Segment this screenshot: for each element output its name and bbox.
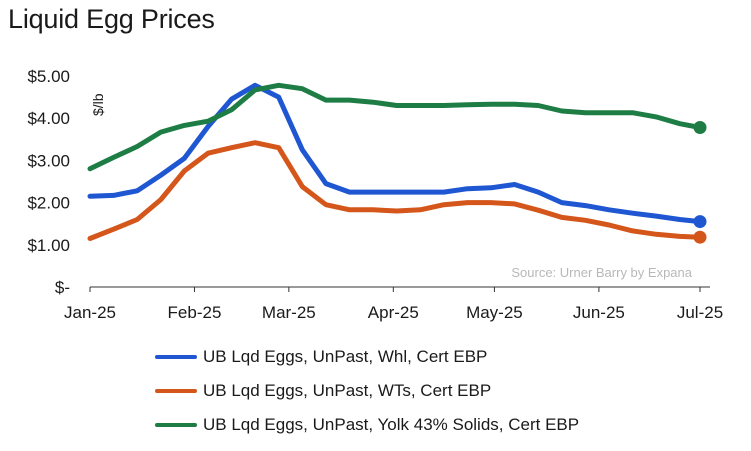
legend-item: UB Lqd Eggs, UnPast, Whl, Cert EBP (155, 340, 579, 374)
x-tick-label: Jun-25 (573, 303, 625, 322)
series-layer (87, 82, 707, 244)
legend-swatch (155, 389, 197, 393)
series-line (87, 82, 703, 225)
legend-item: UB Lqd Eggs, UnPast, WTs, Cert EBP (155, 374, 579, 408)
y-tick-label: $1.00 (27, 236, 70, 255)
y-tick-label: $2.00 (27, 194, 70, 213)
series-end-point (693, 120, 707, 134)
x-tick-label: Jul-25 (677, 303, 723, 322)
x-tick-label: Feb-25 (168, 303, 222, 322)
chart-title: Liquid Egg Prices (8, 4, 215, 34)
y-tick-label: $5.00 (27, 67, 70, 86)
x-axis-ticks: Jan-25 Feb-25 Mar-25 Apr-25 May-25 Jun-25 Jul-… (64, 287, 723, 322)
legend-label: UB Lqd Eggs, UnPast, Whl, Cert EBP (203, 347, 488, 366)
y-tick-label: $3.00 (27, 151, 70, 170)
y-tick-label: $4.00 (27, 109, 70, 128)
x-tick-label: May-25 (466, 303, 523, 322)
x-tick-label: Jan-25 (64, 303, 116, 322)
x-tick-label: Mar-25 (262, 303, 316, 322)
series-end-point (693, 230, 707, 244)
y-axis-label: $/lb (90, 93, 106, 116)
series-end-point (693, 215, 707, 229)
y-axis-ticks: $- $1.00 $2.00 $3.00 $4.00 $5.00 (27, 67, 70, 297)
legend-label: UB Lqd Eggs, UnPast, WTs, Cert EBP (203, 381, 492, 400)
line-chart: $- $1.00 $2.00 $3.00 $4.00 $5.00 Jan-25 Feb-25… (27, 67, 723, 322)
source-note: Source: Urner Barry by Expana (511, 265, 692, 280)
series-line (87, 82, 703, 172)
legend-swatch (155, 423, 197, 427)
series-line (87, 140, 703, 241)
legend: UB Lqd Eggs, UnPast, Whl, Cert EBP UB Lqd… (155, 340, 579, 442)
legend-swatch (155, 355, 197, 359)
legend-item: UB Lqd Eggs, UnPast, Yolk 43% Solids, Ce… (155, 408, 579, 442)
legend-label: UB Lqd Eggs, UnPast, Yolk 43% Solids, Ce… (203, 415, 580, 434)
x-tick-label: Apr-25 (368, 303, 419, 322)
y-tick-label: $- (55, 278, 70, 297)
